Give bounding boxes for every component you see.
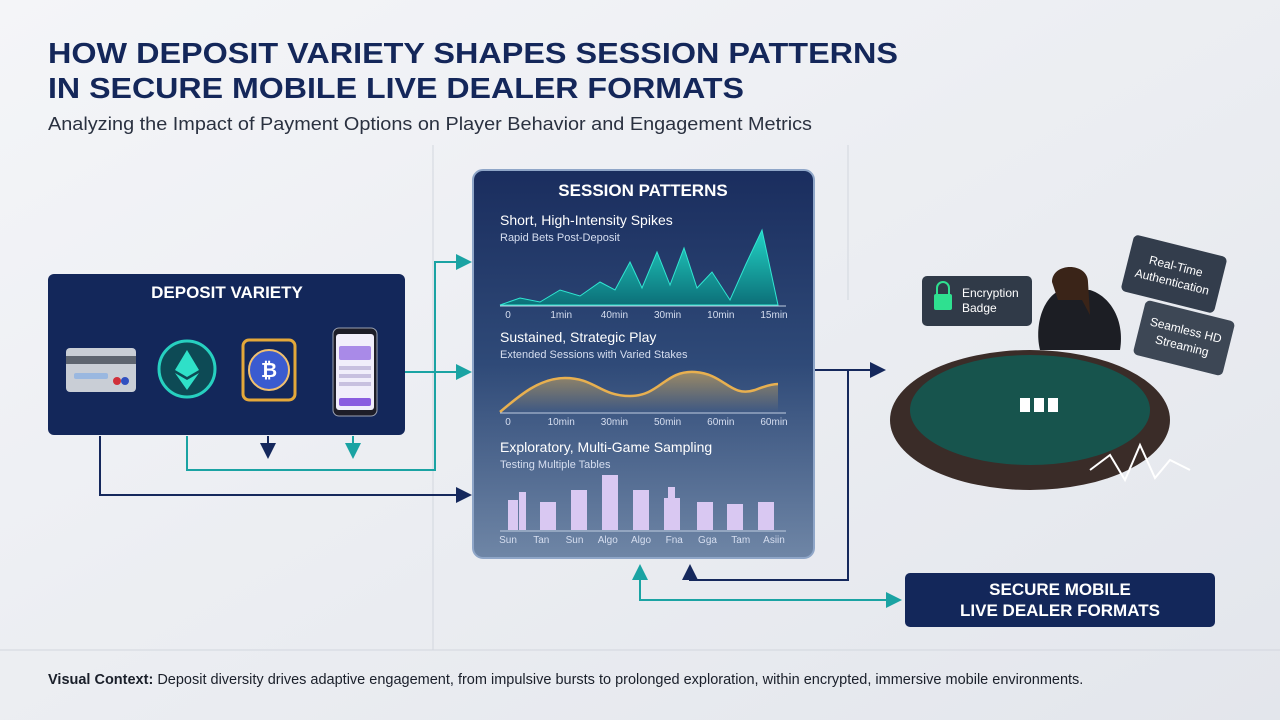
axis-label: 50min <box>654 417 681 428</box>
axis-label: 40min <box>601 310 628 321</box>
axis-label: Fna <box>666 535 684 546</box>
box-text: SECURE MOBILE <box>989 580 1131 599</box>
section-title: Sustained, Strategic Play <box>500 329 656 345</box>
wave-line <box>499 370 779 413</box>
axis-label: Tam <box>731 535 750 546</box>
axis-label: 30min <box>601 417 628 428</box>
section-subtitle: Extended Sessions with Varied Stakes <box>500 349 688 361</box>
axis-labels: 0 1min 40min 30min 10min 15min 0 10min 30min 50mi… <box>499 310 788 546</box>
panel-bg <box>48 274 405 435</box>
panel-title: DEPOSIT VARIETY <box>151 283 303 302</box>
axis-label: Algo <box>598 535 618 546</box>
badge-text: Badge <box>962 301 997 315</box>
footer: Visual Context: Deposit diversity drives… <box>48 672 1083 688</box>
axis-label: Algo <box>631 535 651 546</box>
axis-label: Gga <box>698 535 717 546</box>
badge <box>1133 300 1235 376</box>
cards <box>1020 398 1058 412</box>
panel-bg <box>472 169 815 559</box>
axis-label: 10min <box>707 310 734 321</box>
badge <box>922 276 1032 326</box>
axis-label: Sun <box>566 535 584 546</box>
dealer-body <box>1038 290 1121 350</box>
subtitle: Analyzing the Impact of Payment Options … <box>48 114 812 134</box>
connectors <box>99 254 902 608</box>
axis-label: 0 <box>505 417 511 428</box>
axis-label: 1min <box>550 310 572 321</box>
axis-label: 60min <box>707 417 734 428</box>
footer-label: Visual Context: <box>48 672 153 688</box>
section-title: Short, High-Intensity Spikes <box>500 212 673 228</box>
bitcoin-glyph: ₿ <box>261 360 277 382</box>
axis-label: 30min <box>654 310 681 321</box>
title-line: HOW DEPOSIT VARIETY SHAPES SESSION PATTE… <box>48 38 898 70</box>
box-bg <box>905 573 1215 627</box>
box-text: LIVE DEALER FORMATS <box>960 601 1160 620</box>
connector <box>682 370 849 581</box>
connector <box>186 254 472 471</box>
badge-text: Encryption <box>962 286 1019 300</box>
phone-icon <box>332 327 378 417</box>
axis-label: Asiin <box>763 535 785 546</box>
axis-label: Sun <box>499 535 517 546</box>
bitcoin-icon: ₿ <box>241 338 297 402</box>
sample-bars <box>508 475 774 530</box>
ethereum-icon <box>157 339 217 399</box>
title-line: IN SECURE MOBILE LIVE DEALER FORMATS <box>48 73 744 105</box>
axis-label: 60min <box>760 417 787 428</box>
wave-fill <box>500 371 778 412</box>
section-subtitle: Rapid Bets Post-Deposit <box>500 232 620 244</box>
dealer-hair <box>1052 267 1090 315</box>
panel-title: SESSION PATTERNS <box>558 181 727 200</box>
deposit-panel: DEPOSIT VARIETY ₿ <box>48 274 405 435</box>
connector <box>99 436 472 503</box>
axis-label: Tan <box>533 535 549 546</box>
card-icon <box>66 348 136 392</box>
audio-wave <box>1089 442 1191 483</box>
session-panel: SESSION PATTERNS Short, High-Intensity S… <box>472 169 815 559</box>
dealer-scene: Encryption Badge Real-Time Authenticatio… <box>890 235 1235 490</box>
footer-text: Deposit diversity drives adaptive engage… <box>157 672 1083 688</box>
section-subtitle: Testing Multiple Tables <box>500 459 611 471</box>
axis-label: 0 <box>505 310 511 321</box>
axis-label: 10min <box>548 417 575 428</box>
section-title: Exploratory, Multi-Game Sampling <box>500 439 712 455</box>
axis-label: 15min <box>760 310 787 321</box>
output-box: SECURE MOBILE LIVE DEALER FORMATS <box>905 573 1215 627</box>
badge <box>1121 235 1227 313</box>
spike-shape <box>499 228 779 306</box>
